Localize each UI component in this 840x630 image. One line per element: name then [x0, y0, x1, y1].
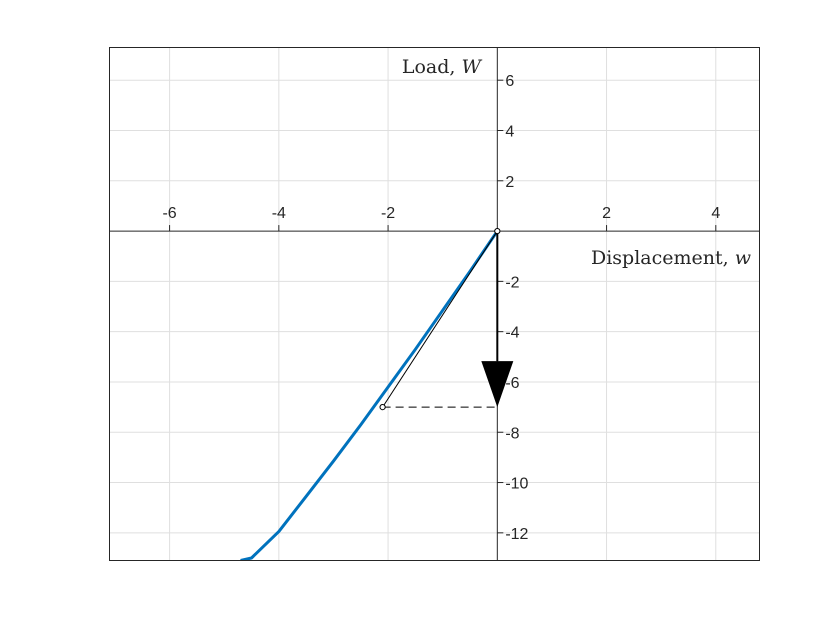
series-line: [240, 230, 499, 561]
y-tick-label: -8: [505, 425, 519, 442]
y-tick-label: -10: [505, 476, 528, 493]
x-axis-title: Displacement, w: [591, 247, 751, 269]
y-tick-label: -2: [505, 274, 519, 291]
grid: [109, 47, 760, 561]
plot-background: [109, 47, 760, 561]
y-tick-label: 2: [505, 174, 514, 191]
y-tick-label: -6: [505, 375, 519, 392]
y-tick-label: 4: [505, 123, 514, 140]
y-axis-title: Load, W: [402, 56, 483, 78]
y-tick-label: -12: [505, 526, 528, 543]
x-tick-label: 4: [711, 205, 720, 222]
secant-line: [382, 230, 498, 408]
x-tick-label: 2: [602, 205, 611, 222]
load-arrow-head: [481, 361, 514, 408]
series: [240, 230, 499, 561]
plot-frame: [109, 47, 760, 561]
y-tick-label: 6: [505, 73, 514, 90]
tick-labels: -6 -4 -2 2 4 6 4 2 -2 -4 -6 -8 -10 -12: [162, 73, 720, 543]
annotations: [379, 227, 514, 411]
x-tick-label: -4: [272, 205, 286, 222]
y-tick-label: -4: [505, 325, 519, 342]
point-marker: [379, 404, 386, 411]
x-tick-label: -2: [381, 205, 395, 222]
x-tick-label: -6: [162, 205, 176, 222]
point-marker: [494, 227, 501, 235]
